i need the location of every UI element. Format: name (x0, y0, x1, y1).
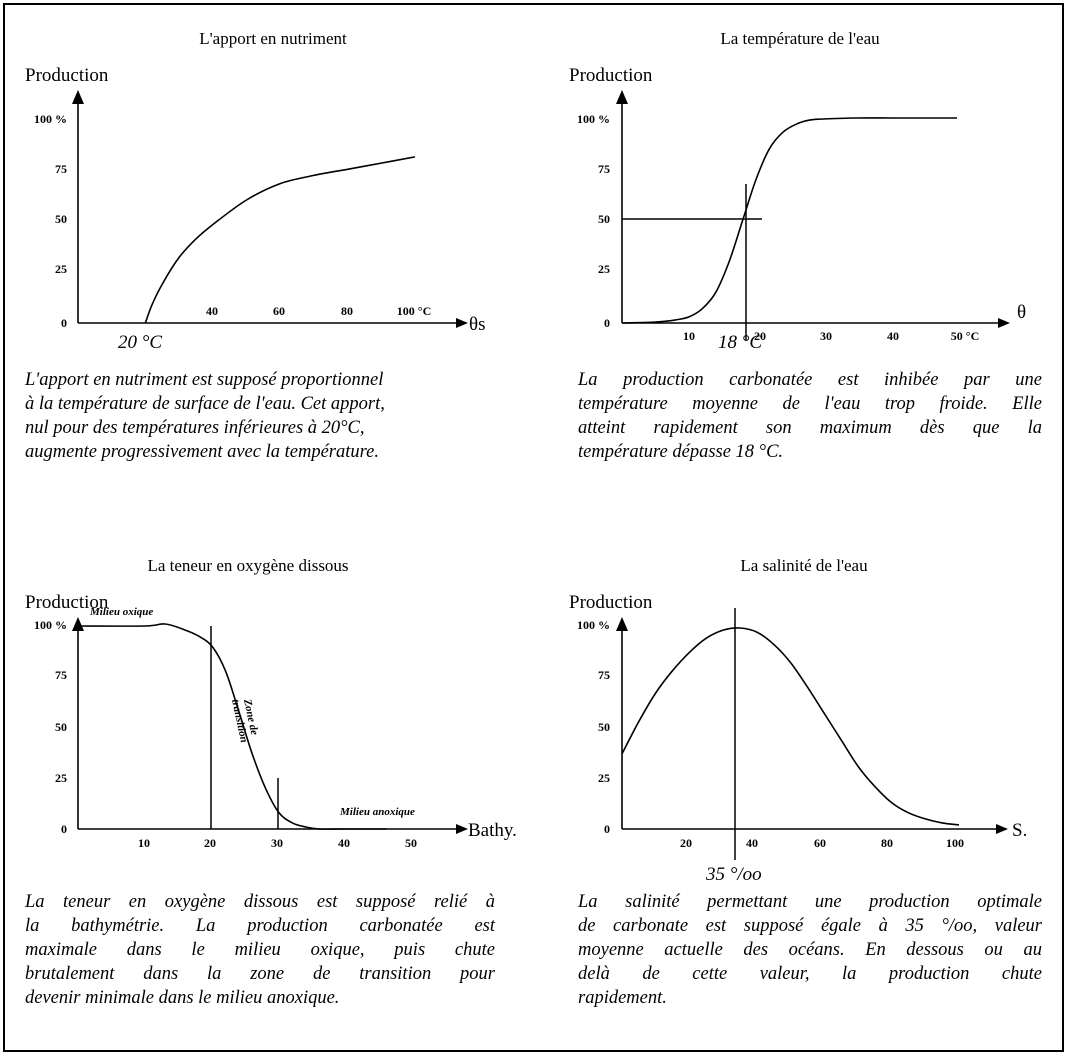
series-line (621, 117, 957, 324)
chart-title: L'apport en nutriment (199, 29, 347, 48)
y-tick-label: 50 (598, 720, 610, 734)
x-axis-label: Bathy. (468, 820, 517, 841)
x-tick-label: 50 °C (951, 329, 979, 343)
y-tick-label: 100 % (577, 112, 610, 126)
x-tick-label: 10 (138, 836, 150, 850)
y-tick-label: 75 (598, 162, 610, 176)
caption-temperature: La production carbonatée est inhibée par… (578, 368, 1042, 464)
caption-line: L'apport en nutriment est supposé propor… (25, 370, 384, 390)
x-tick-label: 10 (683, 329, 695, 343)
x-tick-label: 30 (271, 836, 283, 850)
x-tick-label: 50 (405, 836, 417, 850)
chart-title: La salinité de l'eau (740, 556, 868, 575)
caption-line: La salinité permettant une production op… (578, 892, 1042, 912)
caption-line: brutalement dans la zone de transition p… (25, 964, 495, 984)
caption-line: température moyenne de l'eau trop froide… (578, 394, 1042, 414)
caption-nutriment: L'apport en nutriment est supposé propor… (25, 368, 495, 464)
caption-line: rapidement. (578, 988, 667, 1008)
x-marker-label: 18 °C (718, 332, 762, 353)
y-tick-label: 75 (598, 668, 610, 682)
series-line (77, 623, 387, 830)
anoxic-zone-label: Milieu anoxique (339, 806, 415, 818)
x-marker-label: 35 °/oo (705, 864, 762, 885)
x-tick-label: 40 (887, 329, 899, 343)
panel-salinite: La salinité de l'eau Production S. 100 %… (569, 556, 1027, 885)
x-tick-label: 40 (338, 836, 350, 850)
panel-oxygene: La teneur en oxygène dissous Production … (25, 556, 517, 850)
x-tick-label: 30 (820, 329, 832, 343)
y-tick-label: 75 (55, 668, 67, 682)
x-axis-arrow-icon (456, 824, 468, 834)
caption-salinite: La salinité permettant une production op… (578, 890, 1042, 1010)
y-axis-arrow-icon (72, 90, 84, 104)
x-axis-label: θ (1017, 302, 1026, 323)
x-axis-arrow-icon (998, 318, 1010, 328)
x-axis-arrow-icon (456, 318, 468, 328)
x-tick-label: 80 (881, 836, 893, 850)
y-tick-label: 25 (55, 262, 67, 276)
y-tick-label: 50 (55, 720, 67, 734)
x-tick-label: 40 (746, 836, 758, 850)
caption-line: moyenne actuelle des océans. En dessous … (578, 940, 1042, 960)
x-tick-label: 80 (341, 304, 353, 318)
chart-title: La teneur en oxygène dissous (147, 556, 348, 575)
x-axis-label: θs (469, 314, 486, 335)
y-tick-label: 25 (55, 771, 67, 785)
x-axis-arrow-icon (996, 824, 1008, 834)
caption-line: température dépasse 18 °C. (578, 442, 784, 462)
y-axis-arrow-icon (616, 617, 628, 631)
panel-nutriment: L'apport en nutriment Production θs 100 … (25, 29, 486, 353)
y-tick-label: 0 (604, 316, 610, 330)
y-tick-label: 75 (55, 162, 67, 176)
x-marker-label: 20 °C (118, 332, 162, 353)
series-line (621, 627, 960, 826)
caption-line: La teneur en oxygène dissous est supposé… (25, 892, 495, 912)
y-tick-label: 50 (55, 212, 67, 226)
caption-line: maximale dans le milieu oxique, puis chu… (25, 940, 495, 960)
x-tick-label: 100 (946, 836, 964, 850)
caption-line: nul pour des températures inférieures à … (25, 418, 365, 438)
y-tick-label: 0 (604, 822, 610, 836)
y-tick-label: 100 % (34, 618, 67, 632)
y-tick-label: 0 (61, 822, 67, 836)
y-axis-label: Production (569, 65, 653, 86)
caption-line: La production carbonatée est inhibée par… (578, 370, 1042, 390)
x-tick-label: 60 (814, 836, 826, 850)
panel-temperature: La température de l'eau Production θ 100… (569, 29, 1026, 353)
x-tick-label: 100 °C (397, 304, 431, 318)
caption-line: delà de cette valeur, la production chut… (578, 964, 1042, 984)
caption-line: de carbonate est supposé égale à 35 °/oo… (578, 916, 1042, 936)
x-tick-label: 20 (680, 836, 692, 850)
caption-line: à la température de surface de l'eau. Ce… (25, 394, 385, 414)
caption-oxygene: La teneur en oxygène dissous est supposé… (25, 890, 495, 1010)
y-tick-label: 100 % (577, 618, 610, 632)
y-axis-arrow-icon (72, 617, 84, 631)
y-tick-label: 100 % (34, 112, 67, 126)
y-tick-label: 50 (598, 212, 610, 226)
x-tick-label: 20 (754, 329, 766, 343)
y-axis-label: Production (25, 65, 109, 86)
chart-title: La température de l'eau (720, 29, 880, 48)
x-axis-label: S. (1012, 820, 1027, 841)
x-tick-label: 60 (273, 304, 285, 318)
series-line (144, 156, 416, 324)
y-tick-label: 25 (598, 262, 610, 276)
y-axis-label: Production (25, 592, 109, 613)
y-tick-label: 25 (598, 771, 610, 785)
figure-frame (3, 3, 1064, 1052)
y-tick-label: 0 (61, 316, 67, 330)
oxic-zone-label: Milieu oxique (89, 606, 153, 618)
x-tick-label: 20 (204, 836, 216, 850)
caption-line: la bathymétrie. La production carbonatée… (25, 916, 495, 936)
y-axis-label: Production (569, 592, 653, 613)
caption-line: atteint rapidement son maximum dès que l… (578, 418, 1042, 438)
caption-line: augmente progressivement avec la tempéra… (25, 442, 379, 462)
x-tick-label: 40 (206, 304, 218, 318)
caption-line: devenir minimale dans le milieu anoxique… (25, 988, 340, 1008)
y-axis-arrow-icon (616, 90, 628, 104)
